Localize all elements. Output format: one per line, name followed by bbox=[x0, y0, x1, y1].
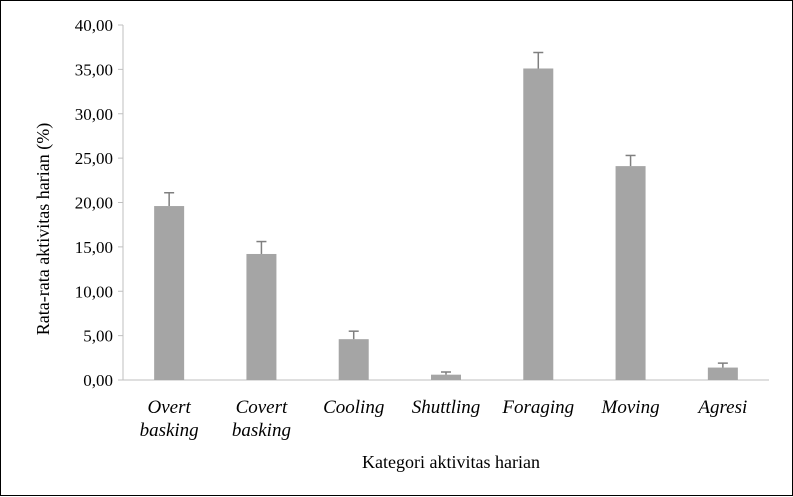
category-labels: Overt basking Covert basking Cooling Shuttlin… bbox=[140, 397, 748, 441]
category-label: Overt basking bbox=[140, 397, 199, 441]
bar bbox=[707, 367, 738, 380]
y-tick-label: 5,00 bbox=[83, 327, 113, 346]
bars bbox=[154, 68, 738, 381]
category-label: Moving bbox=[601, 397, 660, 418]
category-label: Shuttling bbox=[412, 397, 481, 418]
y-tick-label: 30,00 bbox=[75, 105, 113, 124]
bar bbox=[246, 253, 277, 380]
y-tick-label: 35,00 bbox=[75, 60, 113, 79]
y-tick-label: 40,00 bbox=[75, 16, 113, 35]
y-tick-label: 0,00 bbox=[83, 371, 113, 390]
y-tick-label: 10,00 bbox=[75, 282, 113, 301]
category-label: Foraging bbox=[501, 397, 574, 418]
x-axis-title: Kategori aktivitas harian bbox=[362, 452, 540, 472]
y-axis-title: Rata-rata aktivitas harian (%) bbox=[33, 123, 54, 335]
bar bbox=[338, 339, 369, 380]
y-tick-label: 25,00 bbox=[75, 149, 113, 168]
category-label: Agresi bbox=[696, 397, 747, 418]
y-axis: 0,00 5,00 10,00 15,00 20,00 25,00 30,00 35,00 40… bbox=[75, 16, 124, 390]
y-tick-label: 20,00 bbox=[75, 194, 113, 213]
error-bars bbox=[164, 51, 728, 375]
bar bbox=[154, 206, 185, 380]
bar bbox=[431, 374, 461, 380]
category-label: Covert basking bbox=[232, 397, 291, 441]
bar bbox=[523, 68, 554, 381]
bar bbox=[615, 166, 646, 380]
category-label: Cooling bbox=[323, 397, 384, 418]
y-tick-label: 15,00 bbox=[75, 238, 113, 257]
